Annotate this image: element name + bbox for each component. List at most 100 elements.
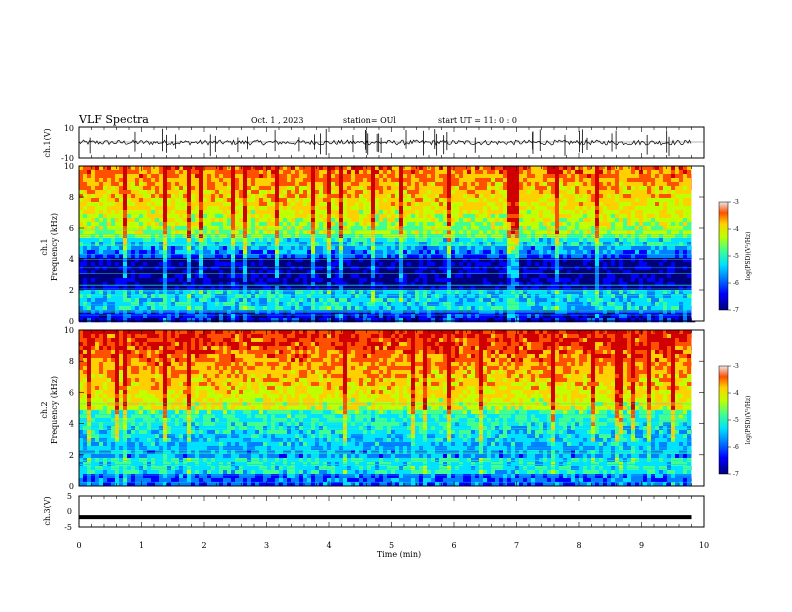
spectrogram-cell bbox=[471, 286, 476, 291]
spectrogram-cell bbox=[475, 182, 480, 187]
spectrogram-cell bbox=[323, 226, 328, 231]
spectrogram-cell bbox=[163, 246, 168, 251]
spectrogram-cell bbox=[567, 174, 572, 179]
spectrogram-cell bbox=[291, 182, 296, 187]
spectrogram-cell bbox=[79, 230, 84, 235]
spectrogram-cell bbox=[175, 190, 180, 195]
spectrogram-cell bbox=[243, 254, 248, 259]
spectrogram-cell bbox=[519, 214, 524, 219]
spectrogram-cell bbox=[315, 298, 320, 303]
spectrogram-cell bbox=[91, 234, 96, 239]
spectrogram-cell bbox=[375, 314, 380, 319]
spectrogram-cell bbox=[531, 222, 536, 227]
spectrogram-cell bbox=[199, 286, 204, 291]
spectrogram-cell bbox=[239, 298, 244, 303]
spectrogram-cell bbox=[395, 194, 400, 199]
spectrogram-cell bbox=[91, 178, 96, 183]
spectrogram-cell bbox=[319, 182, 324, 187]
spectrogram-cell bbox=[551, 274, 556, 279]
spectrogram-cell bbox=[195, 166, 200, 171]
spectrogram-cell bbox=[511, 194, 516, 199]
spectrogram-cell bbox=[223, 230, 228, 235]
spectrogram-cell bbox=[83, 226, 88, 231]
spectrogram-cell bbox=[447, 290, 452, 295]
spectrogram-cell bbox=[287, 262, 292, 267]
spectrogram-cell bbox=[159, 246, 164, 251]
spectrogram-cell bbox=[131, 266, 136, 271]
spectrogram-cell bbox=[343, 202, 348, 207]
spectrogram-cell bbox=[183, 250, 188, 255]
spectrogram-cell bbox=[451, 234, 456, 239]
spectrogram-cell bbox=[363, 294, 368, 299]
spectrogram-cell bbox=[211, 254, 216, 259]
spectrogram-cell bbox=[283, 230, 288, 235]
spectrogram-cell bbox=[91, 210, 96, 215]
spectrogram-cell bbox=[523, 190, 528, 195]
spectrogram-cell bbox=[359, 278, 364, 283]
spectrogram-cell bbox=[559, 290, 564, 295]
spectrogram-cell bbox=[243, 198, 248, 203]
spectrogram-cell bbox=[119, 246, 124, 251]
spectrogram-cell bbox=[335, 250, 340, 255]
spectrogram-cell bbox=[279, 174, 284, 179]
spectrogram-cell bbox=[243, 214, 248, 219]
spectrogram-cell bbox=[207, 294, 212, 299]
spectrogram-cell bbox=[191, 302, 196, 307]
spectrogram-cell bbox=[279, 306, 284, 311]
spectrogram-cell bbox=[271, 182, 276, 187]
spectrogram-cell bbox=[455, 290, 460, 295]
spectrogram-cell bbox=[199, 190, 204, 195]
spectrogram-cell bbox=[463, 222, 468, 227]
spectrogram-cell bbox=[139, 254, 144, 259]
spectrogram-cell bbox=[459, 258, 464, 263]
spectrogram-cell bbox=[355, 186, 360, 191]
spectrogram-cell bbox=[163, 214, 168, 219]
spectrogram-cell bbox=[391, 262, 396, 267]
spectrogram-cell bbox=[363, 310, 368, 315]
spectrogram-cell bbox=[527, 206, 532, 211]
spectrogram-cell bbox=[323, 306, 328, 311]
spectrogram-cell bbox=[419, 302, 424, 307]
spectrogram-cell bbox=[223, 246, 228, 251]
spectrogram-cell bbox=[227, 194, 232, 199]
spectrogram-cell bbox=[263, 214, 268, 219]
spectrogram-cell bbox=[531, 194, 536, 199]
spectrogram-cell bbox=[419, 282, 424, 287]
spectrogram-cell bbox=[495, 206, 500, 211]
spectrogram-cell bbox=[231, 178, 236, 183]
spectrogram-cell bbox=[91, 286, 96, 291]
spectrogram-cell bbox=[215, 306, 220, 311]
spectrogram-cell bbox=[535, 198, 540, 203]
spectrogram-cell bbox=[443, 170, 448, 175]
spectrogram-cell bbox=[391, 302, 396, 307]
spectrogram-cell bbox=[283, 278, 288, 283]
spectrogram-cell bbox=[427, 254, 432, 259]
spectrogram-cell bbox=[427, 246, 432, 251]
spectrogram-cell bbox=[83, 250, 88, 255]
spectrogram-cell bbox=[147, 282, 152, 287]
spectrogram-cell bbox=[167, 310, 172, 315]
spectrogram-cell bbox=[495, 210, 500, 215]
spectrogram-cell bbox=[203, 258, 208, 263]
spectrogram-cell bbox=[299, 254, 304, 259]
spectrogram-cell bbox=[439, 234, 444, 239]
spectrogram-cell bbox=[471, 246, 476, 251]
spectrogram-cell bbox=[131, 282, 136, 287]
spectrogram-cell bbox=[423, 174, 428, 179]
spectrogram-cell bbox=[395, 246, 400, 251]
spectrogram-cell bbox=[143, 286, 148, 291]
spectrogram-cell bbox=[491, 202, 496, 207]
spectrogram-cell bbox=[119, 214, 124, 219]
spectrogram-cell bbox=[179, 306, 184, 311]
spectrogram-cell bbox=[275, 226, 280, 231]
spectrogram-cell bbox=[451, 290, 456, 295]
spectrogram-cell bbox=[315, 262, 320, 267]
spectrogram-cell bbox=[79, 314, 84, 319]
spectrogram-cell bbox=[271, 302, 276, 307]
spectrogram-cell bbox=[511, 294, 516, 299]
spectrogram-cell bbox=[191, 230, 196, 235]
spectrogram-cell bbox=[527, 226, 532, 231]
spectrogram-cell bbox=[147, 218, 152, 223]
spectrogram-cell bbox=[551, 250, 556, 255]
spectrogram-cell bbox=[131, 194, 136, 199]
